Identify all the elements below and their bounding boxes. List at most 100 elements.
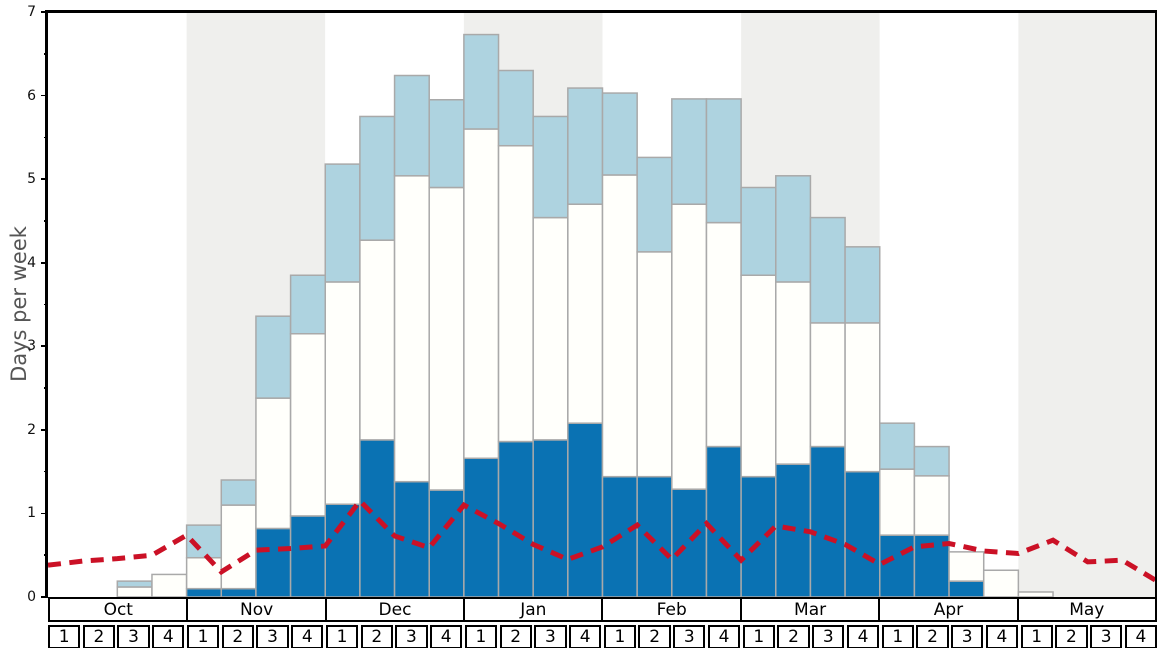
bar-segment-light-blue-top-segment-nov-3 bbox=[255, 315, 292, 399]
bar-segment-white-middle-segment-mar-1 bbox=[740, 274, 777, 478]
bar-segment-white-middle-segment-jan-2 bbox=[497, 144, 534, 443]
bar-segment-light-blue-top-segment-nov-4 bbox=[289, 274, 326, 335]
week-cell-nov-3: 3 bbox=[256, 624, 289, 648]
week-cell-jan-4: 4 bbox=[569, 624, 602, 648]
red-dashed-line bbox=[48, 497, 1157, 584]
bar-segment-white-middle-segment-nov-3 bbox=[255, 397, 292, 530]
bar-segment-light-blue-top-segment-dec-1 bbox=[324, 163, 361, 283]
bar-segment-light-blue-top-segment-dec-4 bbox=[428, 99, 465, 189]
plot-border-left bbox=[45, 10, 48, 597]
month-band-oct bbox=[48, 12, 187, 597]
y-tick-label-5: 5 bbox=[27, 171, 36, 188]
bar-segment-dark-blue-bottom-segment-nov-1 bbox=[185, 587, 223, 597]
y-axis-title: Days per week bbox=[7, 226, 31, 382]
week-cell-feb-2: 2 bbox=[638, 624, 671, 648]
bar-segment-light-blue-top-segment-feb-2 bbox=[636, 156, 673, 253]
y-tick-label-0: 0 bbox=[27, 589, 36, 605]
week-cell-may-4: 4 bbox=[1124, 624, 1157, 648]
bar-segment-dark-blue-bottom-segment-feb-4 bbox=[705, 445, 742, 597]
plot-area bbox=[48, 12, 1157, 597]
bar-segment-white-middle-segment-dec-1 bbox=[324, 281, 361, 505]
bar-segment-light-blue-top-segment-apr-1 bbox=[879, 422, 916, 470]
bar-segment-white-middle-segment-apr-1 bbox=[879, 468, 916, 536]
week-cell-oct-4: 4 bbox=[152, 624, 185, 648]
bar-segment-light-blue-top-segment-dec-3 bbox=[393, 74, 430, 177]
bar-segment-light-blue-top-segment-mar-1 bbox=[740, 186, 777, 276]
y-major-tick bbox=[41, 429, 48, 431]
week-cell-feb-1: 1 bbox=[603, 624, 636, 648]
bar-segment-dark-blue-bottom-segment-dec-1 bbox=[324, 503, 361, 597]
bar-segment-dark-blue-bottom-segment-jan-3 bbox=[532, 439, 569, 597]
week-cell-dec-3: 3 bbox=[395, 624, 428, 648]
bar-segment-white-middle-segment-feb-4 bbox=[705, 221, 742, 448]
week-cell-jan-1: 1 bbox=[464, 624, 498, 648]
month-cell-apr: Apr bbox=[878, 597, 1019, 622]
month-row: Oct Nov Dec Jan Feb Mar Apr May bbox=[48, 597, 1158, 622]
week-cell-nov-2: 2 bbox=[221, 624, 254, 648]
month-cell-mar: Mar bbox=[739, 597, 881, 622]
bar-segment-dark-blue-bottom-segment-mar-4 bbox=[844, 470, 881, 597]
week-cell-oct-1: 1 bbox=[48, 624, 81, 648]
bar-segment-dark-blue-bottom-segment-apr-3 bbox=[948, 580, 985, 597]
bar-segment-light-blue-top-segment-jan-2 bbox=[497, 69, 534, 147]
week-cell-may-1: 1 bbox=[1020, 624, 1053, 648]
bar-segment-light-blue-top-segment-mar-2 bbox=[775, 175, 812, 283]
week-cell-oct-3: 3 bbox=[117, 624, 150, 648]
bar-segment-light-blue-top-segment-dec-2 bbox=[359, 115, 396, 241]
bar-segment-dark-blue-bottom-segment-jan-2 bbox=[497, 440, 534, 597]
y-major-tick bbox=[41, 261, 48, 264]
bar-segment-white-middle-segment-apr-2 bbox=[913, 475, 950, 536]
bar-segment-light-blue-top-segment-feb-1 bbox=[601, 92, 638, 176]
bar-segment-white-middle-segment-feb-3 bbox=[671, 203, 708, 490]
week-cell-jan-2: 2 bbox=[499, 624, 532, 648]
week-cell-apr-2: 2 bbox=[916, 624, 949, 648]
bar-segment-white-middle-segment-dec-3 bbox=[393, 175, 430, 483]
bar-segment-dark-blue-bottom-segment-apr-1 bbox=[879, 534, 916, 597]
bar-segment-dark-blue-bottom-segment-mar-1 bbox=[740, 475, 777, 597]
bar-segment-white-middle-segment-may-1 bbox=[1017, 591, 1054, 597]
bar-segment-white-middle-segment-mar-4 bbox=[844, 322, 881, 473]
y-tick-label-4: 4 bbox=[27, 254, 36, 271]
week-cell-dec-1: 1 bbox=[325, 624, 359, 648]
bar-segment-white-middle-segment-nov-2 bbox=[220, 504, 257, 590]
plot-border-top bbox=[45, 10, 1157, 13]
bar-segment-white-middle-segment-jan-3 bbox=[532, 216, 569, 441]
week-cell-apr-3: 3 bbox=[951, 624, 984, 648]
y-tick-label-2: 2 bbox=[27, 421, 36, 438]
month-band-may bbox=[1018, 12, 1157, 597]
bar-segment-light-blue-top-segment-oct-3 bbox=[116, 580, 153, 588]
week-cell-mar-2: 2 bbox=[777, 624, 810, 648]
bar-segment-dark-blue-bottom-segment-jan-4 bbox=[567, 422, 604, 597]
bar-segment-light-blue-top-segment-jan-1 bbox=[463, 33, 500, 130]
bar-segment-dark-blue-bottom-segment-nov-2 bbox=[220, 587, 257, 597]
bar-segment-dark-blue-bottom-segment-feb-3 bbox=[671, 488, 708, 597]
bar-segment-light-blue-top-segment-jan-3 bbox=[532, 115, 569, 219]
week-cell-mar-1: 1 bbox=[742, 624, 775, 648]
month-cell-nov: Nov bbox=[186, 597, 327, 622]
bar-segment-white-middle-segment-feb-2 bbox=[636, 251, 673, 478]
bar-segment-dark-blue-bottom-segment-feb-2 bbox=[636, 475, 673, 597]
week-cell-feb-4: 4 bbox=[707, 624, 741, 648]
month-cell-oct: Oct bbox=[48, 597, 189, 622]
y-major-tick bbox=[41, 178, 48, 180]
bar-segment-white-middle-segment-jan-4 bbox=[567, 203, 604, 424]
y-major-tick bbox=[41, 596, 48, 598]
week-cell-mar-3: 3 bbox=[812, 624, 845, 648]
y-major-tick bbox=[41, 94, 48, 97]
bar-segment-dark-blue-bottom-segment-nov-4 bbox=[289, 515, 326, 597]
month-cell-may: May bbox=[1016, 597, 1158, 622]
bar-segment-light-blue-top-segment-mar-3 bbox=[809, 216, 846, 324]
week-cell-nov-1: 1 bbox=[186, 624, 220, 648]
bar-segment-white-middle-segment-mar-2 bbox=[775, 281, 812, 465]
week-cell-jan-3: 3 bbox=[534, 624, 567, 648]
week-cell-mar-4: 4 bbox=[846, 624, 880, 648]
bar-segment-light-blue-top-segment-nov-2 bbox=[220, 479, 257, 506]
bar-segment-white-middle-segment-dec-4 bbox=[428, 186, 465, 491]
bar-segment-white-middle-segment-oct-3 bbox=[116, 586, 153, 597]
week-cell-apr-1: 1 bbox=[881, 624, 914, 648]
bar-segment-white-middle-segment-feb-1 bbox=[601, 174, 638, 478]
month-cell-feb: Feb bbox=[601, 597, 742, 622]
